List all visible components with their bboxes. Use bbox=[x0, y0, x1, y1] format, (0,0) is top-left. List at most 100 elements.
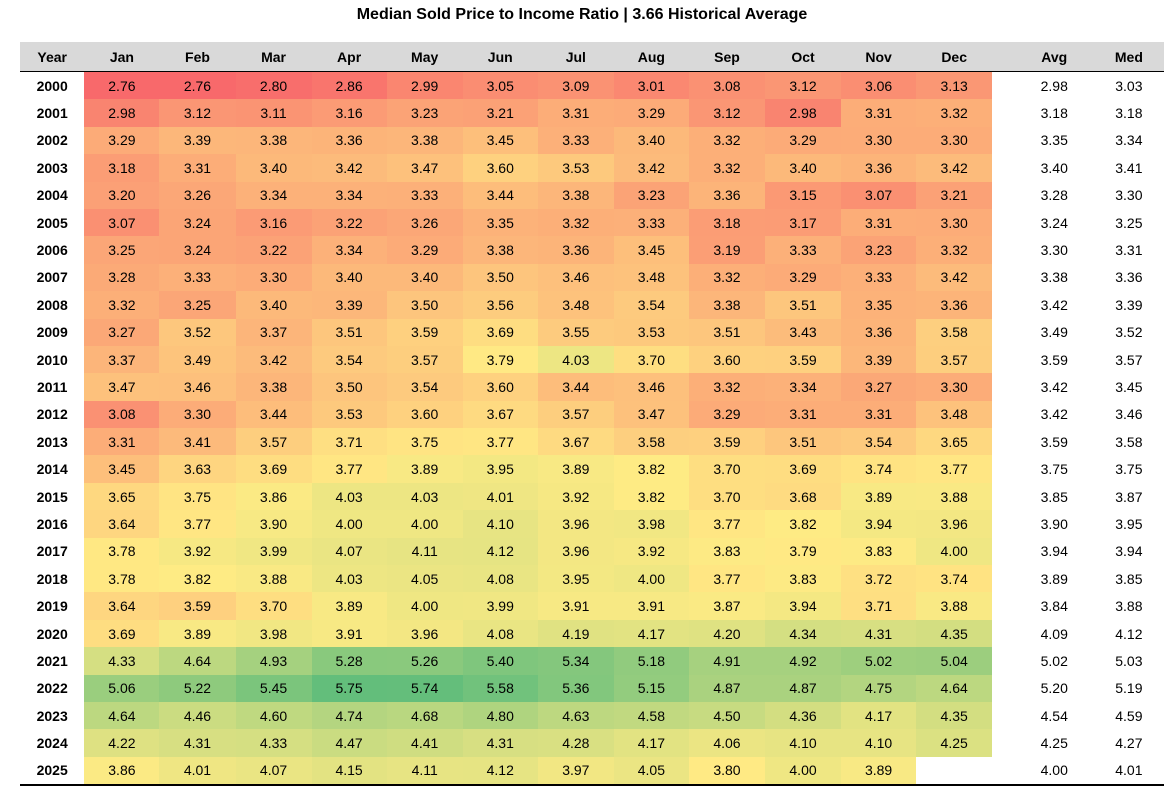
heat-cell: 3.92 bbox=[159, 537, 236, 566]
spacer-cell bbox=[992, 482, 1015, 511]
heat-cell: 3.80 bbox=[688, 756, 765, 787]
med-cell: 3.88 bbox=[1093, 592, 1164, 620]
heat-cell: 3.12 bbox=[159, 99, 236, 127]
avg-cell: 3.35 bbox=[1014, 126, 1094, 155]
heat-cell: 4.22 bbox=[84, 729, 160, 757]
heat-cell: 3.40 bbox=[613, 126, 689, 155]
heat-cell: 5.28 bbox=[311, 647, 387, 675]
heat-cell: 3.35 bbox=[462, 208, 538, 237]
spacer-cell bbox=[992, 291, 1015, 319]
heat-cell: 3.86 bbox=[84, 756, 160, 787]
heat-cell: 4.00 bbox=[386, 510, 463, 538]
heat-cell: 4.87 bbox=[764, 674, 842, 702]
avg-cell: 2.98 bbox=[1014, 71, 1094, 100]
header-month: Dec bbox=[916, 42, 993, 72]
med-cell: 3.18 bbox=[1093, 99, 1164, 127]
heat-cell: 4.35 bbox=[916, 619, 993, 648]
avg-cell: 3.59 bbox=[1014, 345, 1094, 374]
heat-cell: 3.58 bbox=[916, 318, 993, 346]
year-label: 2011 bbox=[20, 373, 85, 401]
heat-cell: 5.22 bbox=[159, 674, 236, 702]
spacer-cell bbox=[992, 373, 1015, 401]
avg-cell: 3.84 bbox=[1014, 592, 1094, 620]
heat-cell: 4.20 bbox=[688, 619, 765, 648]
heat-cell: 3.48 bbox=[613, 263, 689, 292]
heat-cell: 3.42 bbox=[916, 263, 993, 292]
year-label: 2025 bbox=[20, 756, 85, 787]
avg-cell: 3.94 bbox=[1014, 537, 1094, 566]
table-row: 2007 3.28 3.33 3.30 3.40 3.40 3.50 3.46 3.48 3.32… bbox=[20, 263, 1164, 292]
heat-cell: 4.05 bbox=[386, 565, 463, 593]
heat-cell: 3.22 bbox=[311, 208, 387, 237]
heat-cell: 3.48 bbox=[537, 291, 614, 319]
med-cell: 4.12 bbox=[1093, 619, 1164, 648]
year-label: 2022 bbox=[20, 674, 85, 702]
heat-cell: 3.30 bbox=[916, 208, 993, 237]
spacer-cell bbox=[992, 729, 1015, 757]
heat-cell: 3.88 bbox=[916, 592, 993, 620]
heat-cell: 3.30 bbox=[916, 373, 993, 401]
heat-cell: 3.01 bbox=[613, 71, 689, 100]
table-row: 2019 3.64 3.59 3.70 3.89 4.00 3.99 3.91 3.91 3.87… bbox=[20, 592, 1164, 620]
table-row: 2024 4.22 4.31 4.33 4.47 4.41 4.31 4.28 4.17 4.06… bbox=[20, 729, 1164, 757]
spacer-cell bbox=[992, 263, 1015, 292]
heat-cell: 3.45 bbox=[462, 126, 538, 155]
heat-cell: 4.64 bbox=[84, 701, 160, 730]
heat-cell: 3.26 bbox=[159, 181, 236, 209]
heat-cell: 3.88 bbox=[916, 482, 993, 511]
heat-cell: 3.60 bbox=[386, 400, 463, 429]
heat-cell: 5.06 bbox=[84, 674, 160, 702]
table-row: 2017 3.78 3.92 3.99 4.07 4.11 4.12 3.96 3.92 3.83… bbox=[20, 537, 1164, 566]
heat-cell: 3.38 bbox=[462, 236, 538, 264]
heat-cell: 3.30 bbox=[841, 126, 917, 155]
heat-cell: 3.45 bbox=[613, 236, 689, 264]
heat-cell: 4.10 bbox=[764, 729, 842, 757]
heat-cell: 4.91 bbox=[688, 647, 765, 675]
heat-cell: 3.48 bbox=[916, 400, 993, 429]
table-row: 2018 3.78 3.82 3.88 4.03 4.05 4.08 3.95 4.00 3.77… bbox=[20, 565, 1164, 593]
heat-cell: 3.38 bbox=[386, 126, 463, 155]
table-row: 2011 3.47 3.46 3.38 3.50 3.54 3.60 3.44 3.46 3.32… bbox=[20, 373, 1164, 401]
spacer-cell bbox=[992, 181, 1015, 209]
heat-cell: 4.31 bbox=[462, 729, 538, 757]
heat-cell: 4.03 bbox=[537, 345, 614, 374]
med-cell: 3.41 bbox=[1093, 154, 1164, 182]
table-row: 2023 4.64 4.46 4.60 4.74 4.68 4.80 4.63 4.58 4.50… bbox=[20, 701, 1164, 730]
heat-cell: 3.29 bbox=[764, 126, 842, 155]
table-row: 2013 3.31 3.41 3.57 3.71 3.75 3.77 3.67 3.58 3.59… bbox=[20, 428, 1164, 456]
heat-cell: 3.34 bbox=[311, 181, 387, 209]
year-label: 2016 bbox=[20, 510, 85, 538]
heat-cell: 3.50 bbox=[462, 263, 538, 292]
heat-cell: 4.01 bbox=[462, 482, 538, 511]
heat-cell: 3.26 bbox=[386, 208, 463, 237]
heat-cell: 4.93 bbox=[235, 647, 312, 675]
heat-cell: 3.99 bbox=[235, 537, 312, 566]
heat-cell: 4.00 bbox=[764, 756, 842, 787]
year-label: 2020 bbox=[20, 619, 85, 648]
heat-cell: 3.98 bbox=[613, 510, 689, 538]
heat-cell: 4.01 bbox=[159, 756, 236, 787]
heat-cell: 4.87 bbox=[688, 674, 765, 702]
heat-cell: 3.23 bbox=[841, 236, 917, 264]
heat-cell: 3.33 bbox=[764, 236, 842, 264]
year-label: 2023 bbox=[20, 701, 85, 730]
heat-cell: 3.30 bbox=[235, 263, 312, 292]
table-row: 2001 2.98 3.12 3.11 3.16 3.23 3.21 3.31 3.29 3.12… bbox=[20, 99, 1164, 127]
heat-cell: 3.25 bbox=[84, 236, 160, 264]
heat-cell: 3.64 bbox=[84, 510, 160, 538]
table-row: 2000 2.76 2.76 2.80 2.86 2.99 3.05 3.09 3.01 3.08… bbox=[20, 71, 1164, 100]
heat-cell: 3.91 bbox=[613, 592, 689, 620]
heat-cell: 3.69 bbox=[235, 455, 312, 483]
heat-cell: 3.57 bbox=[537, 400, 614, 429]
heat-cell: 3.59 bbox=[764, 345, 842, 374]
year-label: 2024 bbox=[20, 729, 85, 757]
year-label: 2000 bbox=[20, 71, 85, 100]
heat-cell: 3.21 bbox=[916, 181, 993, 209]
heat-cell: 4.25 bbox=[916, 729, 993, 757]
heat-cell: 3.71 bbox=[841, 592, 917, 620]
spacer-cell bbox=[992, 126, 1015, 155]
heat-cell: 3.36 bbox=[688, 181, 765, 209]
heat-cell: 3.39 bbox=[311, 291, 387, 319]
heat-cell: 4.15 bbox=[311, 756, 387, 787]
avg-cell: 3.42 bbox=[1014, 291, 1094, 319]
